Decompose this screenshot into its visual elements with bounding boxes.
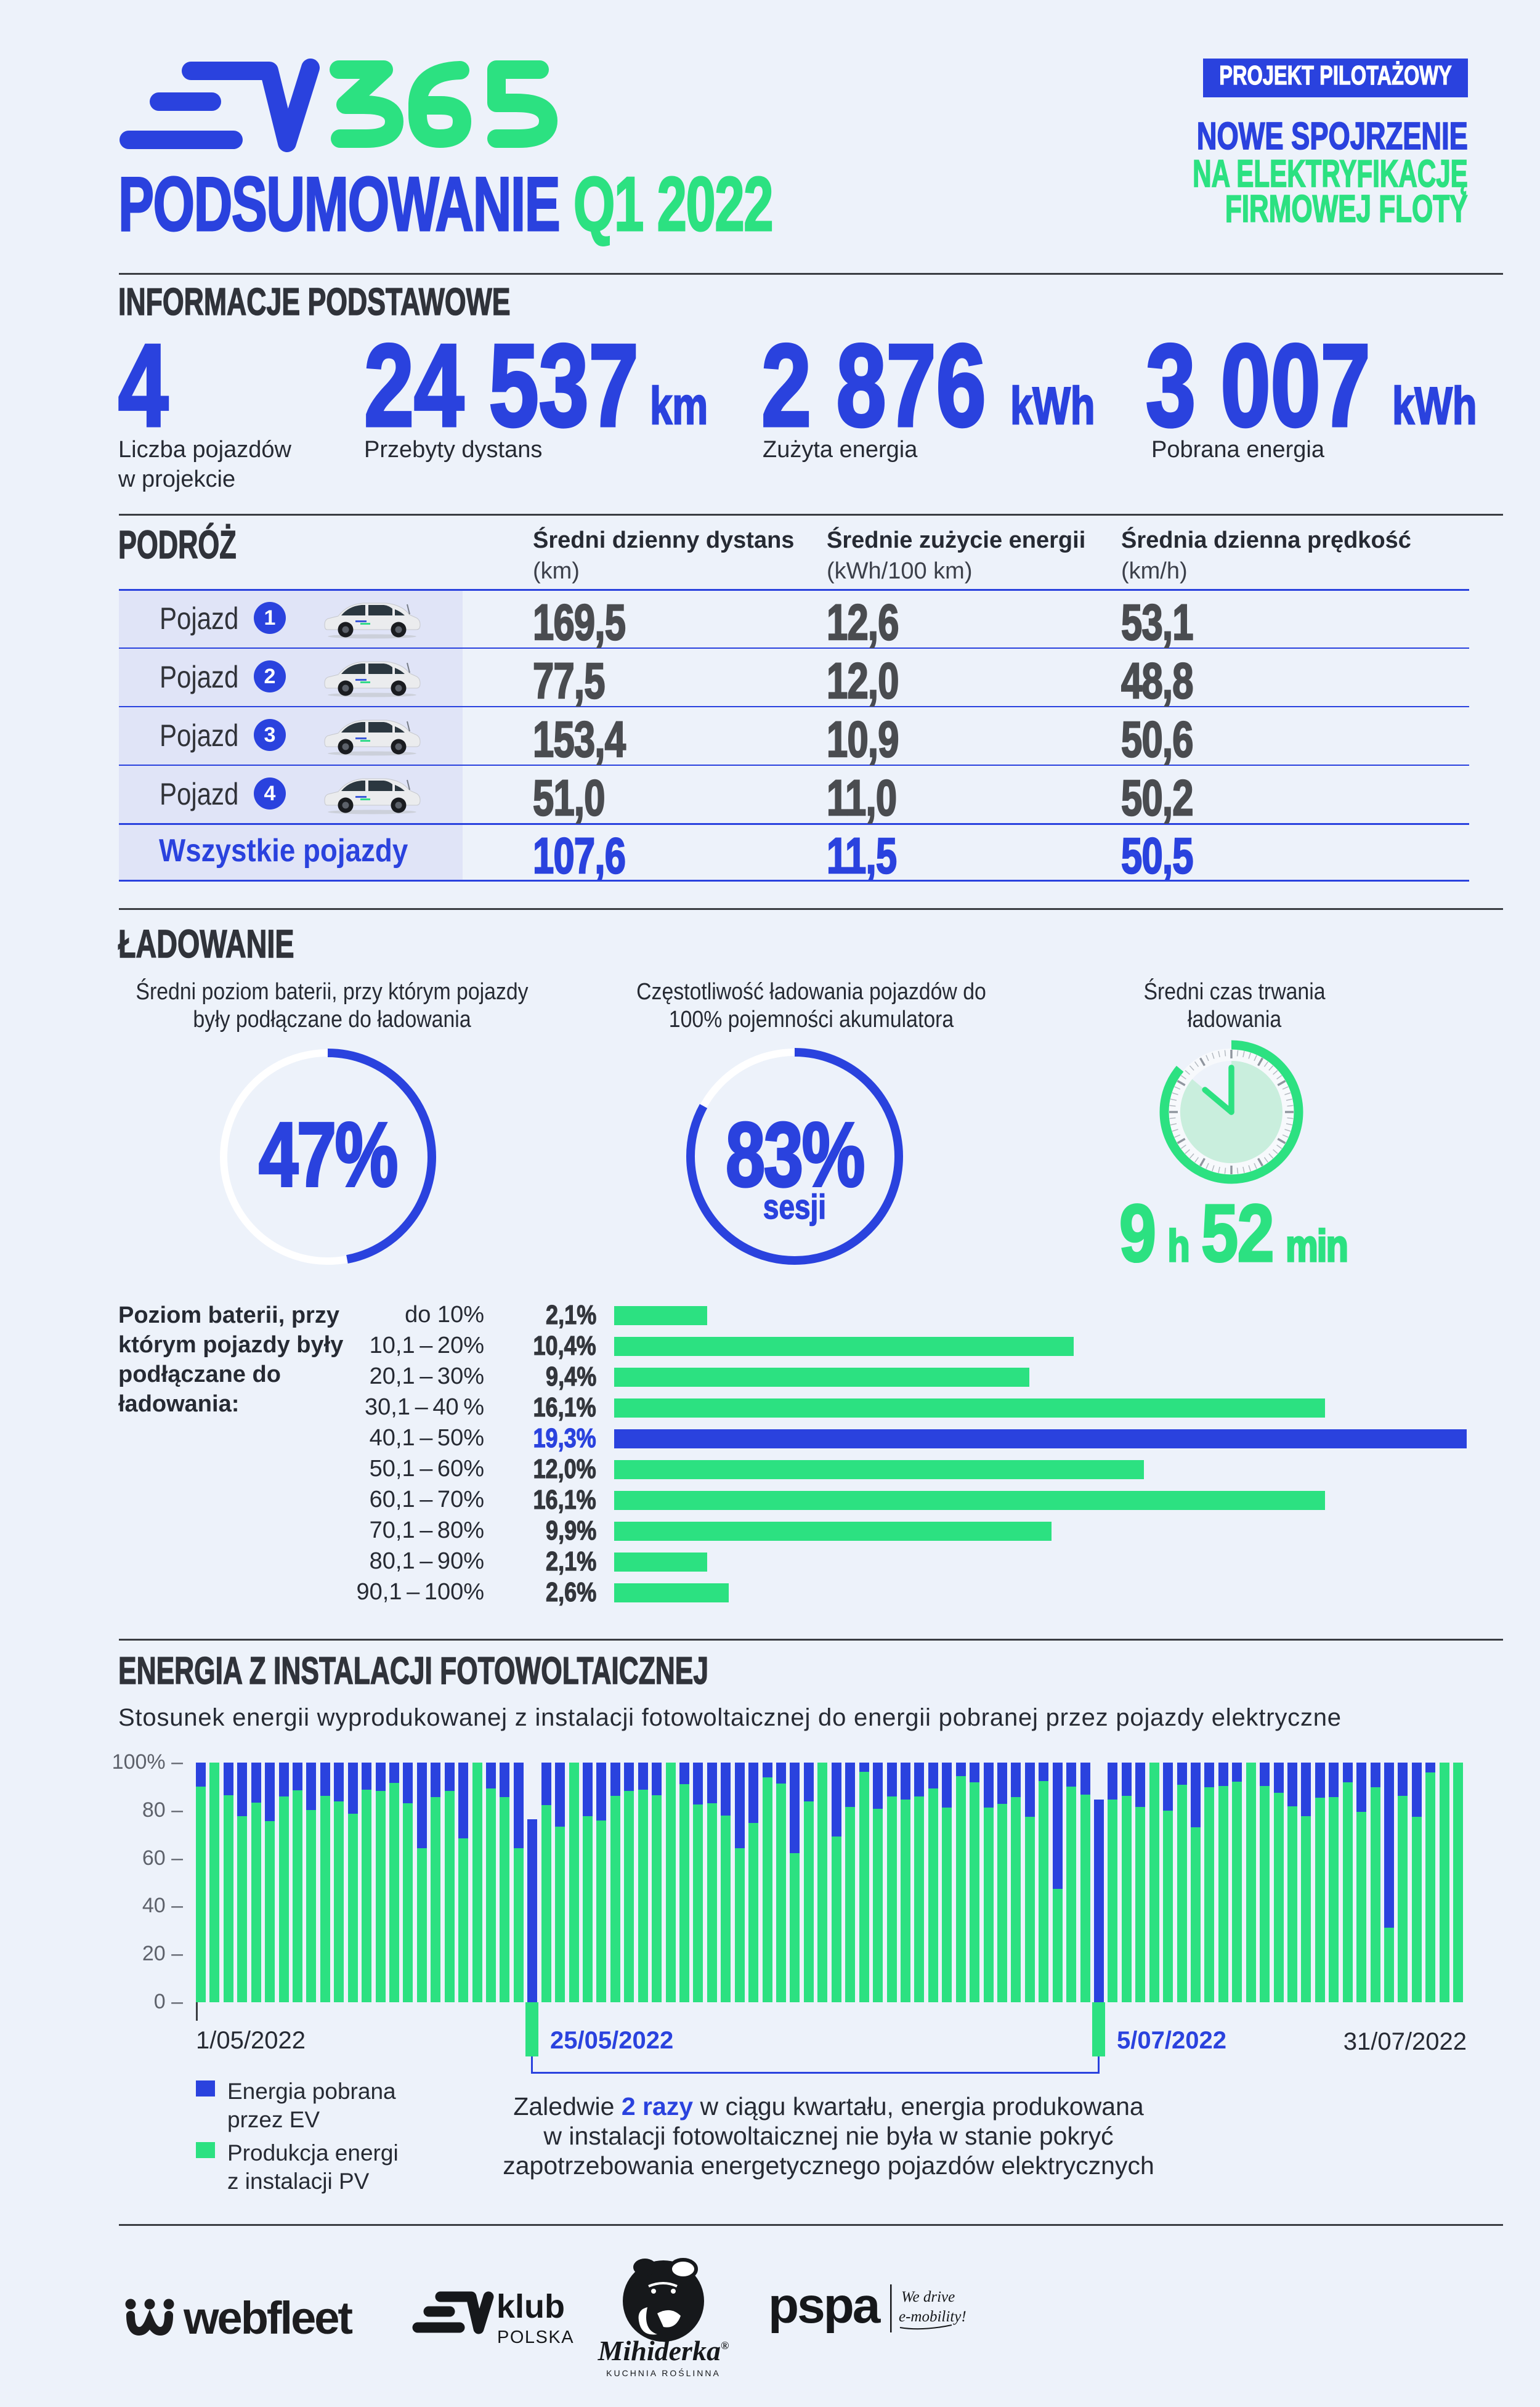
svg-text:e-mobility!: e-mobility! xyxy=(899,2308,967,2325)
svg-text:webfleet: webfleet xyxy=(183,2292,352,2344)
svg-text:KUCHNIA ROŚLINNA: KUCHNIA ROŚLINNA xyxy=(606,2368,721,2378)
svg-text:We drive: We drive xyxy=(901,2289,955,2305)
svg-text:POLSKA: POLSKA xyxy=(497,2328,574,2347)
svg-text:pspa: pspa xyxy=(768,2279,881,2334)
svg-text:klub: klub xyxy=(496,2288,565,2325)
svg-text:Mihiderka®: Mihiderka® xyxy=(598,2335,729,2366)
